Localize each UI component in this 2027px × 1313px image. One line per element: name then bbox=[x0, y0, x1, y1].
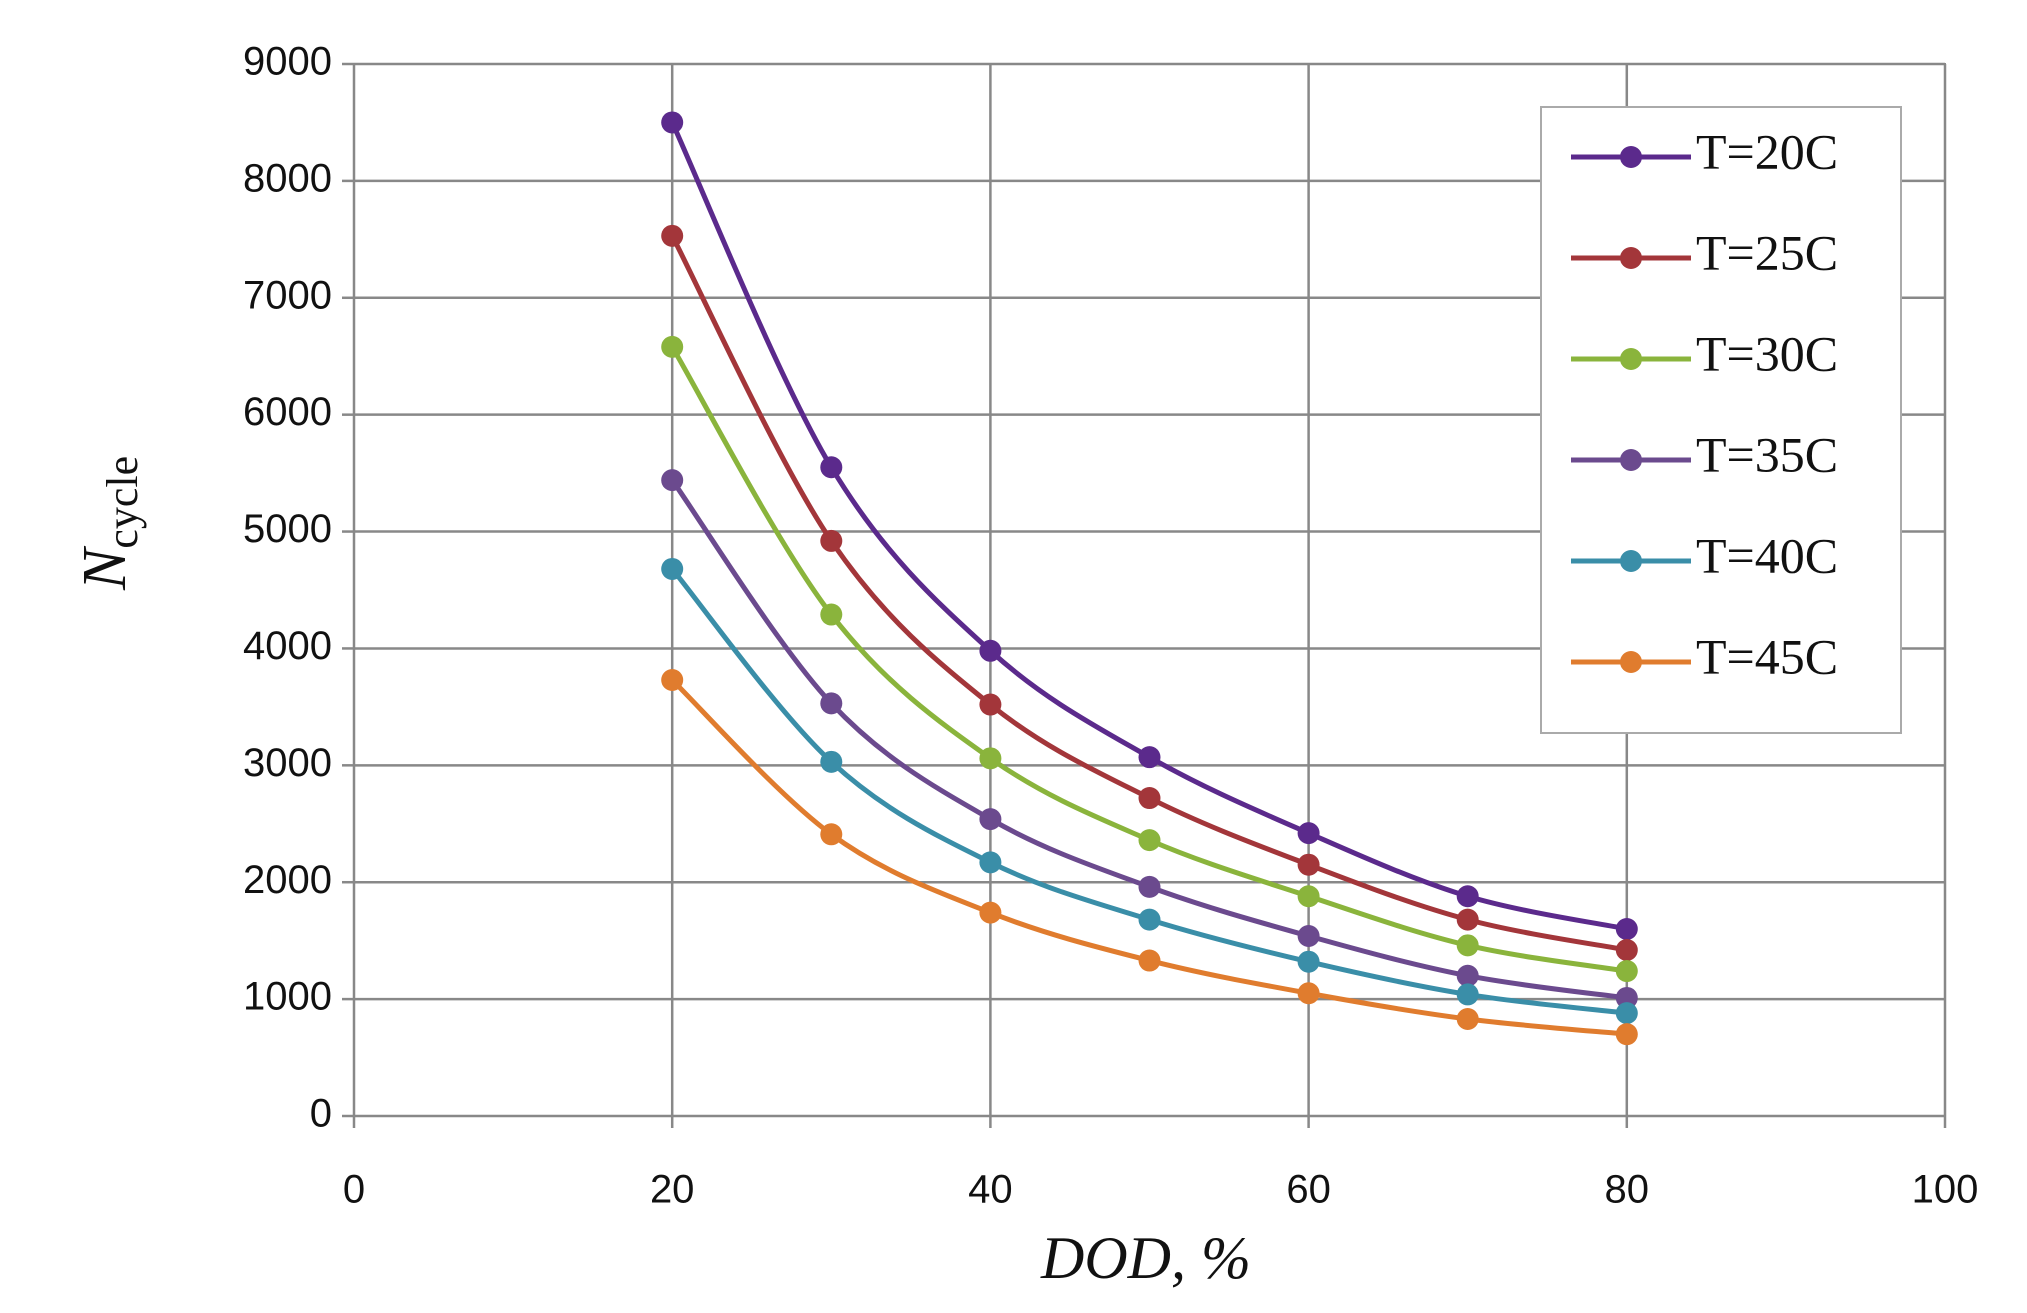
point bbox=[979, 639, 1002, 662]
point bbox=[820, 456, 843, 479]
point bbox=[979, 747, 1002, 770]
y-tick-label: 0 bbox=[310, 1092, 332, 1136]
legend-label: T=40C bbox=[1696, 527, 1838, 583]
legend-swatch-point bbox=[1620, 146, 1642, 168]
legend-label: T=25C bbox=[1696, 224, 1838, 280]
point bbox=[820, 529, 843, 552]
point bbox=[1138, 875, 1161, 898]
legend-label: T=45C bbox=[1696, 628, 1838, 684]
y-tick-label: 7000 bbox=[243, 273, 332, 317]
legend-label: T=35C bbox=[1696, 426, 1838, 482]
point bbox=[1615, 986, 1638, 1009]
y-axis-label-subscript: cycle bbox=[98, 456, 147, 549]
legend-box bbox=[1540, 106, 1902, 734]
series-line bbox=[669, 121, 1628, 932]
point bbox=[820, 603, 843, 626]
legend-swatch-point bbox=[1620, 247, 1642, 269]
point bbox=[1297, 982, 1320, 1005]
legend: T=20C T=25C T=30C T=35C T=40C T=45C bbox=[1540, 106, 1902, 734]
point bbox=[1297, 822, 1320, 845]
x-tick-label: 0 bbox=[343, 1168, 365, 1212]
point bbox=[661, 335, 684, 358]
point bbox=[1138, 746, 1161, 769]
legend-swatch-point bbox=[1620, 449, 1642, 471]
point bbox=[1138, 829, 1161, 852]
point bbox=[820, 823, 843, 846]
point bbox=[661, 111, 684, 134]
point bbox=[1297, 885, 1320, 908]
x-tick-label: 60 bbox=[1286, 1168, 1331, 1212]
point bbox=[979, 808, 1002, 831]
point bbox=[1615, 1002, 1638, 1025]
point bbox=[1615, 1023, 1638, 1046]
y-axis-label-main: N bbox=[71, 545, 139, 591]
point bbox=[979, 851, 1002, 874]
point bbox=[1615, 939, 1638, 962]
y-tick-label: 8000 bbox=[243, 156, 332, 200]
point bbox=[1456, 908, 1479, 931]
x-tick-label: 100 bbox=[1912, 1168, 1979, 1212]
point bbox=[661, 469, 684, 492]
y-tick-label: 3000 bbox=[243, 741, 332, 785]
legend-swatch-point bbox=[1620, 550, 1642, 572]
x-tick-label: 40 bbox=[968, 1168, 1013, 1212]
point bbox=[661, 224, 684, 247]
y-tick-label: 4000 bbox=[243, 624, 332, 668]
point bbox=[1297, 924, 1320, 947]
y-tick-label: 1000 bbox=[243, 975, 332, 1019]
y-tick-label: 5000 bbox=[243, 507, 332, 551]
legend-swatch-point bbox=[1620, 348, 1642, 370]
y-tick-label: 6000 bbox=[243, 390, 332, 434]
point bbox=[979, 901, 1002, 924]
point bbox=[1615, 960, 1638, 983]
point bbox=[1456, 983, 1479, 1006]
point bbox=[1456, 964, 1479, 987]
x-tick-label: 20 bbox=[650, 1168, 695, 1212]
point bbox=[1456, 934, 1479, 957]
y-tick-label: 9000 bbox=[243, 40, 332, 84]
point bbox=[820, 692, 843, 715]
point bbox=[979, 693, 1002, 716]
point bbox=[820, 750, 843, 773]
x-axis-label: DOD, % bbox=[1040, 1225, 1251, 1291]
point bbox=[1456, 1007, 1479, 1030]
legend-label: T=20C bbox=[1696, 123, 1838, 179]
point bbox=[1456, 885, 1479, 908]
point bbox=[1297, 950, 1320, 973]
point bbox=[1138, 787, 1161, 810]
legend-swatch-point bbox=[1620, 651, 1642, 673]
point bbox=[661, 557, 684, 580]
point bbox=[1615, 917, 1638, 940]
point bbox=[1138, 949, 1161, 972]
y-axis-label: Ncycle bbox=[71, 456, 147, 591]
x-tick-label: 80 bbox=[1605, 1168, 1650, 1212]
point bbox=[1297, 853, 1320, 876]
point bbox=[1138, 908, 1161, 931]
point bbox=[661, 669, 684, 692]
y-tick-label: 2000 bbox=[243, 858, 332, 902]
legend-label: T=30C bbox=[1696, 325, 1838, 381]
